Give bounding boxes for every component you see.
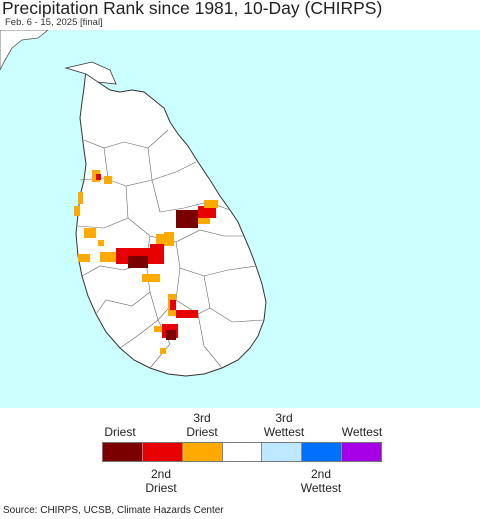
legend-label-2nd-wettest: 2nd Wettest [300, 467, 342, 495]
legend-label-wettest: Wettest [341, 425, 383, 439]
india-coast [0, 30, 49, 71]
legend-swatch-normal [221, 443, 262, 461]
legend-label-2nd-driest: 2nd Driest [145, 467, 177, 495]
legend-label-3rd-wettest: 3rd Wettest [263, 411, 305, 439]
legend-swatch-2nd-wettest [301, 443, 342, 461]
rank-patches [74, 170, 218, 354]
source-credit: Source: CHIRPS, UCSB, Climate Hazards Ce… [3, 505, 224, 516]
legend-swatch-wettest [341, 443, 382, 461]
district-boundaries [77, 129, 265, 369]
legend-label-3rd-driest: 3rd Driest [186, 411, 218, 439]
legend-color-bar [102, 442, 382, 462]
jaffna-peninsula [64, 61, 117, 85]
legend-swatch-driest [103, 443, 142, 461]
legend-swatch-3rd-driest [181, 443, 222, 461]
legend-label-driest: Driest [104, 425, 136, 439]
legend-swatch-3rd-wettest [261, 443, 302, 461]
legend-swatch-2nd-driest [141, 443, 182, 461]
map-title: Precipitation Rank since 1981, 10-Day (C… [2, 0, 383, 18]
map-subtitle: Feb. 6 - 15, 2025 [final] [5, 17, 103, 28]
precipitation-map [0, 30, 480, 408]
